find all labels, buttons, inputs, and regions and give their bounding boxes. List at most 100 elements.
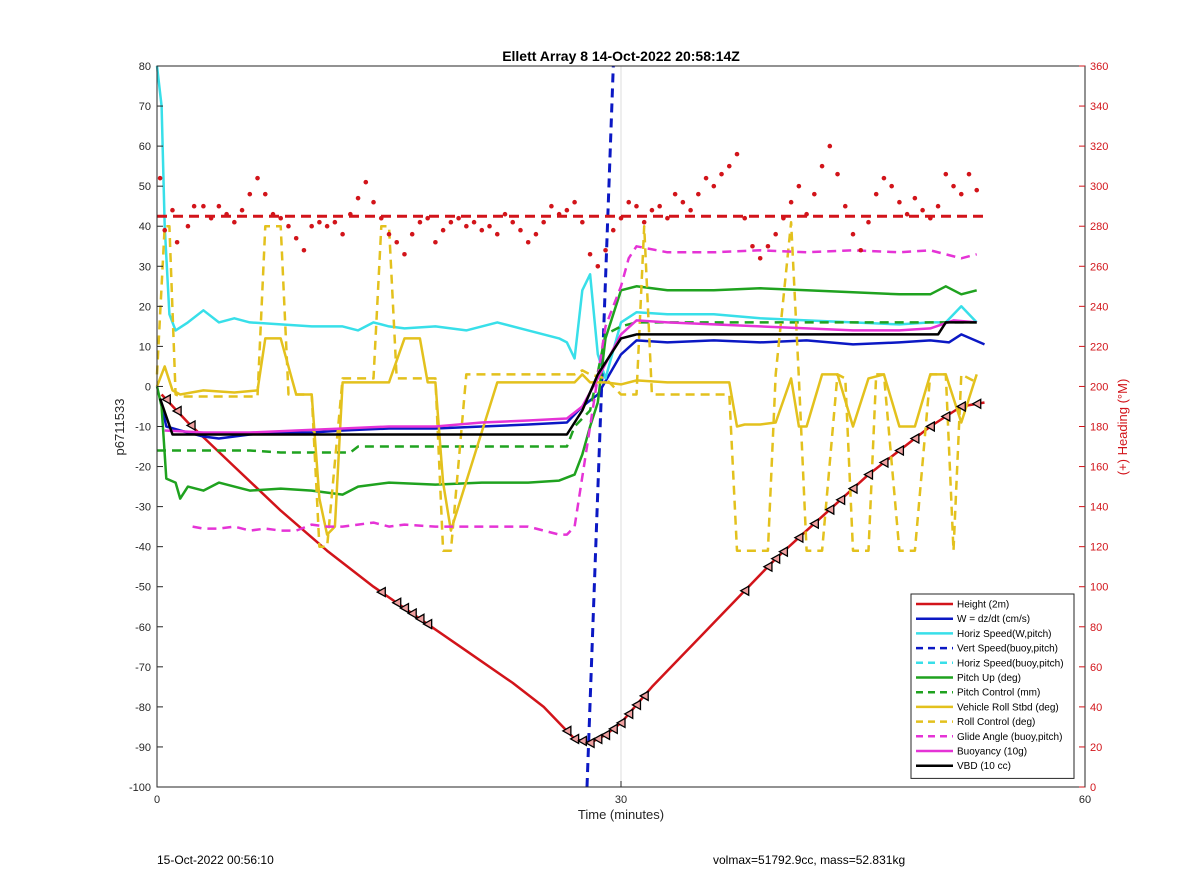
y2-tick-label-18: 360 (1090, 61, 1108, 73)
heading-point-15 (270, 211, 276, 217)
y-tick-label-11: 10 (139, 341, 151, 353)
heading-point-52 (556, 211, 562, 217)
y-axis-label: p6711533 (112, 399, 127, 456)
legend-label-3: Vert Speed(buoy,pitch) (957, 644, 1058, 655)
heading-point-79 (765, 243, 771, 249)
heading-point-17 (286, 223, 291, 229)
heading-point-82 (788, 199, 794, 205)
heading-point-95 (889, 183, 894, 189)
heading-point-37 (440, 227, 446, 233)
footer-timestamp: 15-Oct-2022 00:56:10 (157, 853, 274, 867)
heading-point-67 (672, 191, 678, 197)
y-tick-label-9: -10 (135, 422, 151, 434)
heading-point-77 (750, 243, 755, 249)
height-marker-7 (414, 613, 425, 625)
height-marker-34 (940, 410, 951, 423)
y-tick-label-15: 50 (139, 181, 151, 193)
heading-point-78 (757, 255, 763, 261)
left-axis: -100-90-80-70-60-50-40-30-20-10010203040… (129, 61, 163, 794)
heading-point-94 (881, 175, 887, 181)
y2-tick-label-8: 160 (1090, 462, 1108, 474)
x-axis-label: Time (minutes) (578, 807, 664, 822)
heading-point-66 (665, 215, 670, 221)
heading-point-16 (278, 215, 284, 221)
y-tick-label-8: -20 (135, 462, 151, 474)
heading-point-73 (719, 171, 724, 177)
height-marker-33 (925, 420, 935, 433)
height-marker-1 (171, 405, 182, 417)
height-marker-16 (615, 717, 626, 729)
heading-point-81 (781, 215, 786, 221)
heading-point-44 (494, 231, 500, 237)
height-marker-23 (778, 546, 789, 558)
y-tick-label-3: -70 (135, 662, 151, 674)
x-tick-label-2: 60 (1079, 794, 1091, 806)
heading-point-51 (549, 203, 554, 209)
y2-tick-label-4: 80 (1090, 622, 1102, 634)
legend-label-5: Pitch Up (deg) (957, 673, 1021, 684)
heading-point-88 (835, 171, 840, 177)
footer-vehicle-info: volmax=51792.9cc, mass=52.831kg (713, 853, 906, 867)
height-marker-28 (847, 482, 858, 495)
height-marker-26 (824, 504, 835, 516)
heading-point-69 (688, 207, 693, 213)
heading-point-11 (239, 207, 245, 213)
heading-point-22 (324, 223, 330, 229)
legend-label-11: VBD (10 cc) (957, 761, 1011, 772)
legend-label-8: Roll Control (deg) (957, 717, 1035, 728)
height-marker-4 (391, 597, 402, 609)
heading-point-24 (340, 231, 345, 237)
y-tick-label-12: 20 (139, 301, 151, 313)
heading-layer (157, 143, 985, 269)
heading-point-91 (858, 247, 864, 253)
heading-point-23 (332, 219, 338, 225)
heading-point-56 (587, 251, 593, 257)
legend-label-10: Buoyancy (10g) (957, 747, 1027, 758)
y-tick-label-2: -80 (135, 702, 151, 714)
chart-title: Ellett Array 8 14-Oct-2022 20:58:14Z (502, 48, 740, 64)
heading-point-28 (371, 199, 376, 205)
height-marker-25 (809, 518, 819, 530)
legend-label-1: W = dz/dt (cm/s) (957, 614, 1030, 625)
legend: Height (2m) W = dz/dt (cm/s) Horiz Speed(W… (910, 593, 1075, 779)
height-marker-10 (569, 733, 580, 745)
heading-point-1 (162, 227, 168, 233)
series-line-1 (158, 333, 985, 440)
y2-tick-label-12: 240 (1090, 301, 1108, 313)
heading-point-59 (610, 227, 616, 233)
height-marker-14 (600, 729, 611, 741)
heading-point-49 (533, 231, 539, 237)
heading-point-5 (191, 203, 197, 209)
height-marker-12 (584, 737, 595, 749)
heading-point-45 (502, 211, 508, 217)
heading-point-12 (247, 191, 253, 197)
heading-point-34 (417, 219, 423, 225)
heading-point-92 (866, 219, 871, 225)
series-line-9 (192, 245, 978, 536)
series-line-10 (164, 319, 977, 434)
heading-point-86 (819, 163, 825, 169)
height-marker-3 (375, 586, 386, 598)
heading-point-39 (456, 215, 461, 221)
heading-point-36 (433, 239, 438, 245)
height-marker-21 (762, 561, 773, 573)
height-marker-18 (631, 699, 642, 711)
y-tick-label-7: -30 (135, 502, 151, 514)
height-marker-20 (739, 585, 750, 597)
y2-tick-label-14: 280 (1090, 221, 1108, 233)
heading-point-106 (974, 187, 980, 193)
heading-point-72 (711, 183, 717, 189)
height-marker-0 (160, 393, 171, 406)
heading-point-18 (293, 235, 299, 241)
height-marker-17 (623, 708, 634, 720)
series-line-2 (155, 65, 978, 380)
heading-point-30 (386, 231, 392, 237)
height-marker-11 (577, 735, 587, 747)
heading-point-25 (348, 211, 353, 217)
height-marker-2 (185, 419, 196, 432)
x-axis: 0 30 60 (154, 781, 1091, 806)
legend-label-2: Horiz Speed(W,pitch) (957, 629, 1051, 640)
heading-point-29 (378, 215, 384, 221)
heading-point-50 (541, 219, 546, 225)
